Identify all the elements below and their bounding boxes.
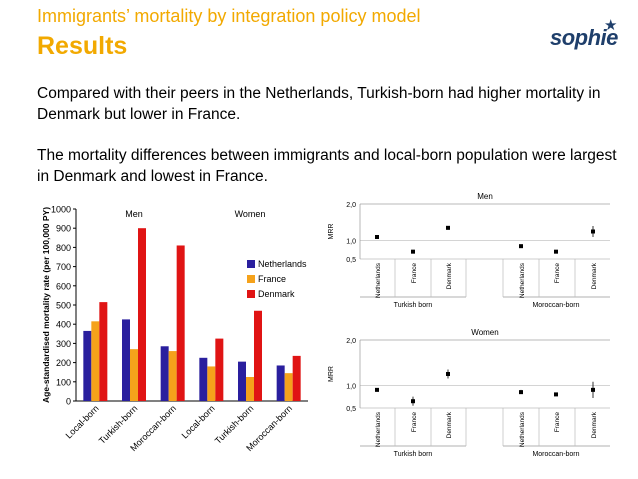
- data-point: [591, 229, 595, 234]
- x-tick-label: Denmark: [591, 262, 598, 289]
- bar-denmark: [176, 245, 185, 401]
- x-tick-label: France: [554, 412, 561, 433]
- x-tick-label: Turkish-born: [97, 403, 140, 446]
- y-axis-label: MRR: [328, 366, 335, 382]
- group-label: Turkish born: [394, 451, 433, 458]
- legend-swatch: [247, 260, 255, 268]
- bar-netherlands: [238, 361, 246, 401]
- legend-label: Netherlands: [258, 259, 307, 269]
- slide-title: Results: [37, 32, 128, 60]
- y-tick-label: 200: [56, 358, 71, 368]
- y-tick-label: 1,0: [346, 239, 356, 246]
- mrr-chart-women: Women 2,0 1,0 0,5 MRR Netherlands France Denmar…: [328, 328, 610, 458]
- star-icon: ★: [604, 17, 618, 34]
- data-point: [554, 249, 558, 254]
- data-point: [446, 225, 450, 230]
- x-tick-label: Netherlands: [375, 411, 382, 447]
- x-tick-label: France: [554, 263, 561, 284]
- group-label: Men: [125, 209, 143, 219]
- y-tick-label: 0,5: [346, 406, 356, 413]
- y-tick-label: 1000: [51, 205, 71, 215]
- group-label: Women: [235, 209, 266, 219]
- group-label: Moroccan-born: [532, 302, 579, 309]
- y-axis-label: MRR: [328, 224, 335, 240]
- x-tick-label: Netherlands: [519, 411, 526, 447]
- chart-title: Women: [471, 328, 498, 337]
- x-tick-label: France: [411, 263, 418, 284]
- y-axis-label: Age-standardised mortality rate (per 100…: [41, 207, 51, 403]
- legend-swatch: [247, 275, 255, 283]
- y-tick-label: 400: [56, 320, 71, 330]
- legend-label: Denmark: [258, 289, 295, 299]
- y-tick-label: 800: [56, 243, 71, 253]
- bar-netherlands: [122, 319, 130, 401]
- slide-subtitle: Immigrants’ mortality by integration pol…: [37, 6, 421, 26]
- y-tick-label: 600: [56, 281, 71, 291]
- y-tick-label: 100: [56, 377, 71, 387]
- bar-france: [284, 373, 293, 401]
- y-tick-label: 700: [56, 262, 71, 272]
- legend-swatch: [247, 290, 255, 298]
- x-tick-label: Denmark: [446, 262, 453, 289]
- y-tick-label: 0: [66, 397, 71, 407]
- bar-france: [91, 321, 100, 401]
- bar-chart: 0 100 200 300 400 500 600 700 800 900 1000 Local-bo…: [41, 205, 308, 453]
- chart-title: Men: [477, 192, 493, 201]
- bar-denmark: [215, 338, 224, 401]
- bar-france: [246, 377, 254, 401]
- bar-france: [207, 366, 216, 401]
- group-label: Moroccan-born: [532, 451, 579, 458]
- bar-denmark: [292, 355, 301, 401]
- y-tick-label: 900: [56, 224, 71, 234]
- x-tick-label: Turkish-born: [213, 403, 256, 446]
- bar-netherlands: [83, 330, 92, 401]
- data-point: [519, 390, 523, 395]
- bar-france: [130, 349, 138, 401]
- data-point: [375, 235, 379, 239]
- bar-netherlands: [276, 365, 285, 401]
- bar-netherlands: [199, 357, 208, 401]
- data-point: [375, 387, 379, 392]
- x-tick-label: Local-born: [180, 403, 217, 440]
- data-point: [411, 399, 415, 404]
- x-tick-label: Netherlands: [519, 262, 526, 298]
- paragraph-2: The mortality differences between immigr…: [37, 147, 617, 185]
- x-tick-label: Denmark: [446, 411, 453, 438]
- bar-france: [168, 351, 177, 401]
- x-tick-label: Netherlands: [375, 262, 382, 298]
- bar-denmark: [99, 302, 108, 401]
- data-point: [591, 387, 595, 392]
- sophie-logo: sophie ★: [550, 16, 622, 56]
- bar-netherlands: [160, 346, 169, 401]
- data-point: [519, 244, 523, 249]
- y-tick-label: 500: [56, 301, 71, 311]
- y-tick-label: 1,0: [346, 383, 356, 390]
- legend-label: France: [258, 274, 286, 284]
- y-tick-label: 2,0: [346, 202, 356, 209]
- y-tick-label: 0,5: [346, 257, 356, 264]
- x-tick-label: Local-born: [64, 403, 101, 440]
- y-tick-label: 300: [56, 339, 71, 349]
- x-tick-label: Denmark: [591, 411, 598, 438]
- group-label: Turkish born: [394, 302, 433, 309]
- mrr-chart-men: Men 2,0 1,0 0,5 MRR Netherlands France Denmark N…: [328, 192, 610, 309]
- data-point: [446, 372, 450, 376]
- data-point: [411, 249, 415, 254]
- x-tick-label: France: [411, 412, 418, 433]
- bar-denmark: [138, 228, 146, 401]
- logo-text: sophie: [550, 25, 618, 50]
- paragraph-1: Compared with their peers in the Netherl…: [37, 85, 601, 123]
- y-tick-label: 2,0: [346, 338, 356, 345]
- data-point: [554, 392, 558, 397]
- bar-denmark: [254, 310, 262, 401]
